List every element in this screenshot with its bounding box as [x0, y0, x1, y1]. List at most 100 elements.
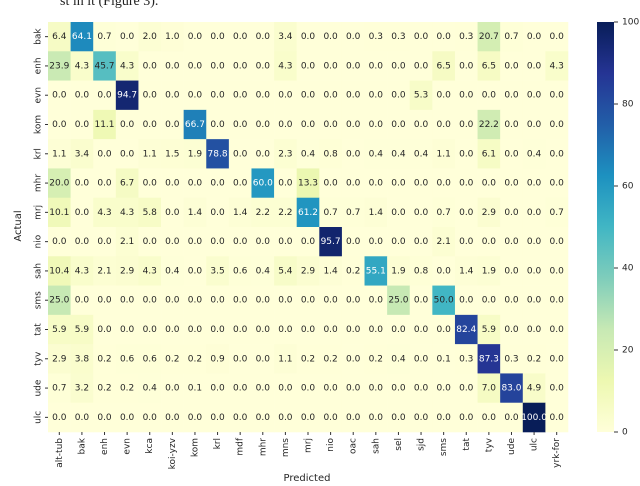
cell	[93, 51, 117, 81]
cell-label: 0.0	[143, 61, 158, 71]
cell	[387, 139, 411, 169]
cell	[341, 197, 365, 228]
cell-label: 0.0	[233, 237, 248, 247]
cell	[115, 373, 139, 404]
cell	[251, 168, 275, 199]
cell	[364, 344, 388, 374]
cell	[70, 80, 94, 111]
cell	[522, 51, 546, 81]
cell	[115, 168, 139, 199]
cell-label: 0.2	[369, 354, 383, 364]
cell-label: 25.0	[49, 296, 69, 306]
cell	[70, 314, 94, 345]
cell-label: 0.0	[459, 413, 474, 423]
cell-label: 0.0	[256, 296, 271, 306]
cell	[545, 80, 569, 111]
cell	[115, 139, 139, 169]
cell	[500, 80, 524, 111]
cell	[522, 285, 546, 316]
cell	[115, 197, 139, 228]
cell	[409, 344, 433, 374]
cell-label: 2.9	[52, 354, 67, 364]
x-tick-label: koi-yzv	[168, 437, 178, 469]
cell-label: 64.1	[72, 32, 92, 42]
cell	[341, 22, 365, 52]
cell-label: 0.4	[165, 266, 180, 276]
cell-label: 4.3	[278, 61, 292, 71]
cell-label: 0.0	[256, 32, 271, 42]
cell-label: 0.0	[504, 91, 519, 101]
y-tick-label: mhr	[34, 174, 44, 192]
cell-label: 11.1	[94, 120, 114, 130]
cell-label: 0.2	[323, 354, 337, 364]
cell	[522, 402, 546, 433]
cell-label: 0.0	[346, 61, 361, 71]
cell	[319, 285, 343, 316]
cell	[206, 373, 230, 404]
cell	[477, 168, 501, 199]
cell-label: 4.3	[143, 266, 157, 276]
cell	[341, 344, 365, 374]
cell-label: 0.4	[301, 149, 316, 159]
cell-label: 0.0	[52, 237, 67, 247]
cell	[228, 80, 252, 111]
cell-label: 0.0	[323, 120, 338, 130]
cell-label: 0.0	[550, 266, 565, 276]
cell	[161, 373, 184, 404]
cell-label: 0.0	[527, 61, 542, 71]
x-tick-label: sms	[439, 438, 449, 456]
cell	[48, 80, 71, 111]
cell	[477, 109, 501, 140]
cell	[432, 109, 456, 140]
cell-label: 0.0	[414, 413, 429, 423]
cell	[387, 314, 411, 345]
cell-label: 0.0	[301, 413, 316, 423]
cell-label: 0.0	[436, 91, 451, 101]
cell	[522, 197, 546, 228]
cell	[454, 373, 478, 404]
cell	[48, 51, 71, 81]
cell-label: 0.0	[120, 413, 135, 423]
cell-label: 0.0	[436, 120, 451, 130]
x-tick-label: mrj	[304, 438, 314, 453]
cell	[161, 197, 184, 228]
cell-label: 0.0	[527, 296, 542, 306]
cell-label: 0.0	[414, 179, 429, 189]
cell-label: 1.9	[391, 266, 406, 276]
cell-label: 5.8	[143, 208, 158, 218]
cell-label: 0.0	[527, 179, 542, 189]
x-tick-label: sjd	[417, 438, 427, 451]
cell	[138, 80, 162, 111]
cell-label: 1.9	[482, 266, 497, 276]
cell	[183, 109, 207, 140]
cell	[341, 51, 365, 81]
cell	[364, 314, 388, 345]
cell-label: 0.0	[256, 120, 271, 130]
cell-label: 0.0	[459, 179, 474, 189]
cell-label: 0.0	[97, 149, 112, 159]
colorbar-tick-label: 40	[622, 264, 634, 274]
cell-label: 0.0	[188, 61, 203, 71]
cell-label: 0.0	[120, 120, 135, 130]
cell-label: 45.7	[94, 61, 114, 71]
cell-label: 0.0	[165, 208, 180, 218]
cell-label: 1.4	[323, 266, 338, 276]
cell	[319, 22, 343, 52]
cell	[274, 256, 297, 286]
cell-label: 0.0	[391, 120, 406, 130]
cell-label: 0.2	[188, 354, 202, 364]
cell	[387, 402, 411, 433]
cell-label: 0.0	[210, 384, 225, 394]
cell	[341, 314, 365, 345]
cell-label: 0.0	[97, 325, 112, 335]
cell-label: 0.0	[210, 237, 225, 247]
cell	[161, 51, 184, 81]
cell-label: 0.0	[346, 354, 361, 364]
cell-label: 0.0	[143, 120, 158, 130]
cell-label: 13.3	[298, 179, 318, 189]
cell-label: 0.0	[301, 325, 316, 335]
cell-label: 1.1	[52, 149, 66, 159]
cell	[206, 22, 230, 52]
x-tick-label: sah	[371, 438, 381, 454]
y-tick-label: tat	[34, 323, 44, 336]
